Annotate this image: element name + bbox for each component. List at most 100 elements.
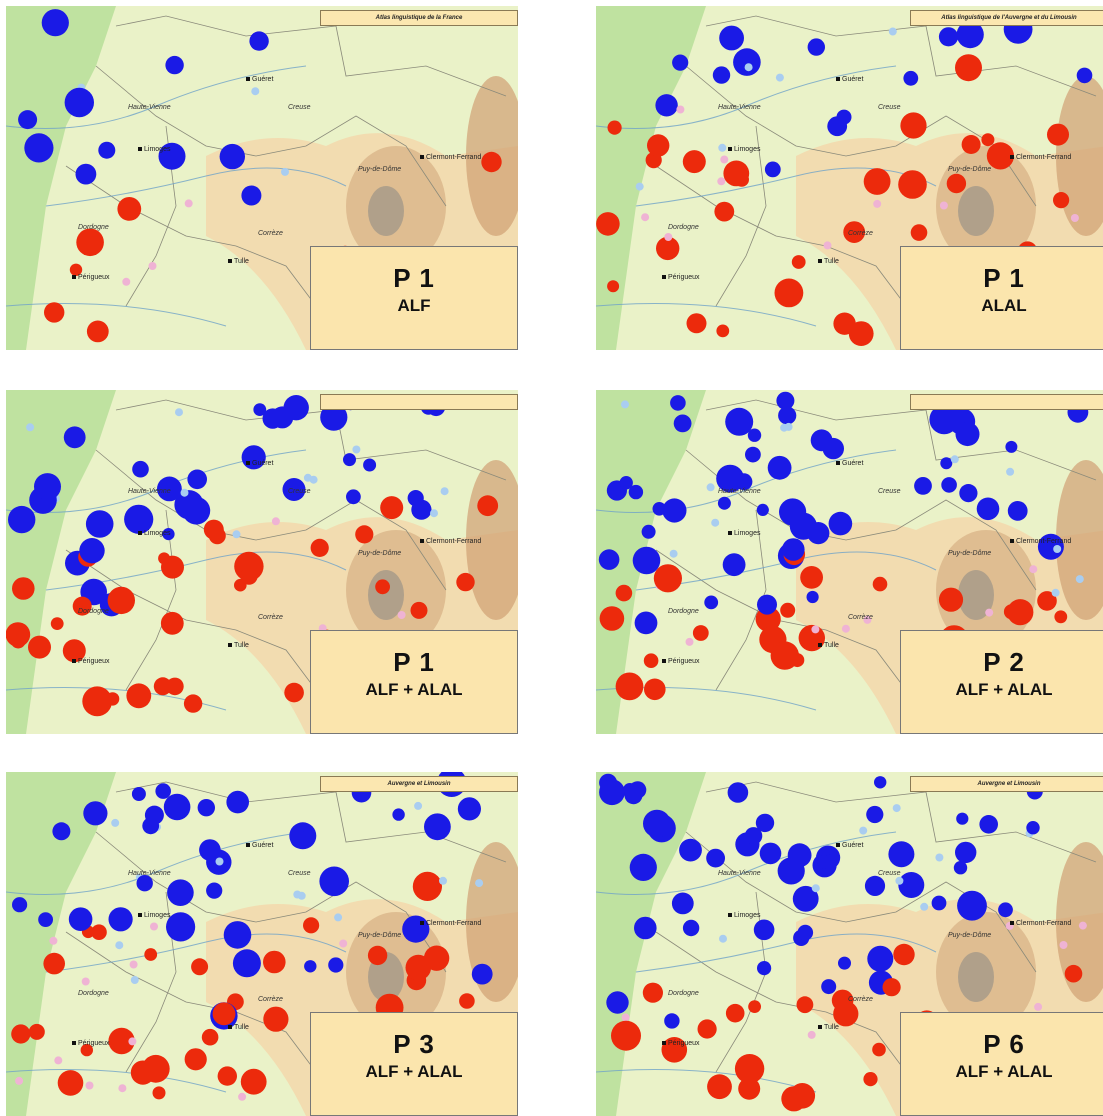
place-label-puy-de-dome: Puy-de-Dôme: [948, 550, 992, 557]
dialect-point-red: [714, 201, 735, 222]
dialect-point-lightblue: [635, 182, 644, 191]
dialect-point-pink: [1059, 941, 1068, 949]
dialect-point-red: [863, 1072, 878, 1087]
place-label-puy-de-dome: Puy-de-Dôme: [948, 166, 992, 173]
place-label-tulle: Tulle: [818, 642, 839, 649]
dialect-point-red: [682, 150, 706, 174]
dialect-point-lightblue: [439, 876, 447, 885]
dialect-point-lightblue: [175, 408, 183, 417]
dialect-point-blue: [725, 407, 754, 436]
dialect-point-lightblue: [440, 487, 449, 496]
dialect-point-blue: [662, 498, 687, 523]
place-label-creuse: Creuse: [878, 870, 901, 877]
panel-p-label: P 1: [393, 647, 435, 677]
department-borders: [655, 781, 1097, 1073]
place-label-haute-vienne: Haute-Vienne: [718, 870, 761, 877]
dialect-point-blue: [632, 546, 661, 575]
rivers: [6, 65, 347, 327]
dialect-point-blue: [828, 511, 853, 536]
dialect-point-lightblue: [334, 913, 343, 922]
dialect-point-lightblue: [281, 167, 289, 176]
dialect-point-red: [882, 978, 901, 997]
dialect-point-blue: [641, 524, 656, 539]
dialect-point-red: [28, 635, 51, 659]
dialect-point-blue: [320, 403, 348, 431]
dialect-point-lightblue: [130, 976, 139, 984]
dialect-point-lightblue: [888, 27, 897, 36]
dialect-point-blue: [1076, 67, 1093, 84]
mountain-peak: [368, 186, 404, 236]
dialect-point-red: [647, 134, 670, 157]
mountain-peak: [958, 952, 994, 1002]
dialect-point-blue: [624, 786, 643, 805]
dialect-point-red: [725, 1003, 745, 1023]
dialect-point-red: [863, 168, 891, 195]
dialect-point-red: [212, 1002, 236, 1026]
dialect-point-lightblue: [26, 423, 35, 432]
dialect-point-red: [191, 958, 209, 976]
place-label-clermont: Clermont-Ferrand: [420, 920, 481, 927]
place-label-gueret: Guéret: [836, 76, 863, 83]
dialect-point-blue: [346, 489, 361, 505]
dialect-point-pink: [985, 608, 994, 617]
dialect-point-blue: [282, 478, 306, 501]
dialect-point-red: [910, 224, 928, 241]
dialect-point-lightblue: [744, 63, 753, 72]
dialect-point-blue: [471, 963, 493, 985]
dialect-point-red: [201, 1028, 219, 1046]
dialect-point-lightblue: [303, 473, 312, 482]
caption-box: P 1 ALAL: [900, 246, 1103, 350]
dialect-point-pink: [81, 977, 90, 986]
place-label-dordogne: Dordogne: [78, 990, 109, 997]
dialect-point-blue: [18, 110, 38, 130]
dialect-point-red: [734, 1054, 765, 1084]
dialect-point-red: [831, 989, 854, 1012]
atlas-title: Auvergne et Limousin: [320, 776, 518, 792]
dialect-point-red: [108, 1027, 135, 1055]
dialect-point-blue: [672, 54, 689, 71]
dialect-point-blue: [753, 919, 775, 941]
dialect-point-red: [643, 653, 659, 668]
dialect-point-blue: [124, 504, 154, 534]
mountain-peak: [958, 186, 994, 236]
dialect-point-red: [355, 525, 374, 544]
dialect-point-red: [28, 1023, 45, 1040]
dialect-point-red: [1037, 591, 1057, 611]
dialect-point-red: [898, 170, 927, 199]
place-label-correze: Corrèze: [848, 614, 873, 621]
dialect-point-red: [800, 566, 823, 589]
rivers: [6, 831, 347, 1093]
dialect-point-blue: [652, 502, 667, 516]
dialect-point-lightblue: [935, 853, 944, 862]
dialect-point-red: [707, 1074, 732, 1100]
dialect-point-lightblue: [775, 73, 784, 82]
place-label-clermont: Clermont-Ferrand: [1010, 154, 1071, 161]
dialect-point-blue: [733, 48, 761, 76]
map-background: [596, 390, 1103, 734]
dialect-point-blue: [956, 812, 969, 825]
lowland-west: [596, 390, 706, 734]
dialect-point-red: [738, 1077, 761, 1100]
dialect-point-blue: [959, 484, 978, 503]
dialect-point-lightblue: [111, 818, 120, 827]
place-label-correze: Corrèze: [848, 996, 873, 1003]
dialect-point-blue: [941, 477, 957, 493]
dialect-point-pink: [15, 1076, 24, 1085]
panel-p-label: P 1: [983, 263, 1025, 293]
dialect-point-pink: [720, 155, 729, 164]
dialect-point-red: [1047, 123, 1069, 146]
dialect-point-blue: [727, 782, 749, 803]
dialect-point-pink: [128, 1037, 137, 1046]
dialect-point-blue: [407, 490, 424, 507]
dialect-point-blue: [41, 9, 69, 37]
map-panel: Haute-Vienne Creuse Puy-de-Dôme Dordogne Cor…: [596, 6, 1103, 350]
dialect-point-blue: [998, 902, 1013, 918]
dialect-point-red: [955, 54, 982, 82]
dialect-point-red: [263, 1006, 289, 1032]
dialect-point-blue: [629, 853, 657, 881]
dialect-point-red: [76, 228, 104, 257]
dialect-point-blue: [167, 879, 194, 906]
dialect-point-pink: [339, 939, 348, 948]
dialect-point-blue: [782, 538, 805, 561]
dialect-point-blue: [643, 809, 671, 838]
